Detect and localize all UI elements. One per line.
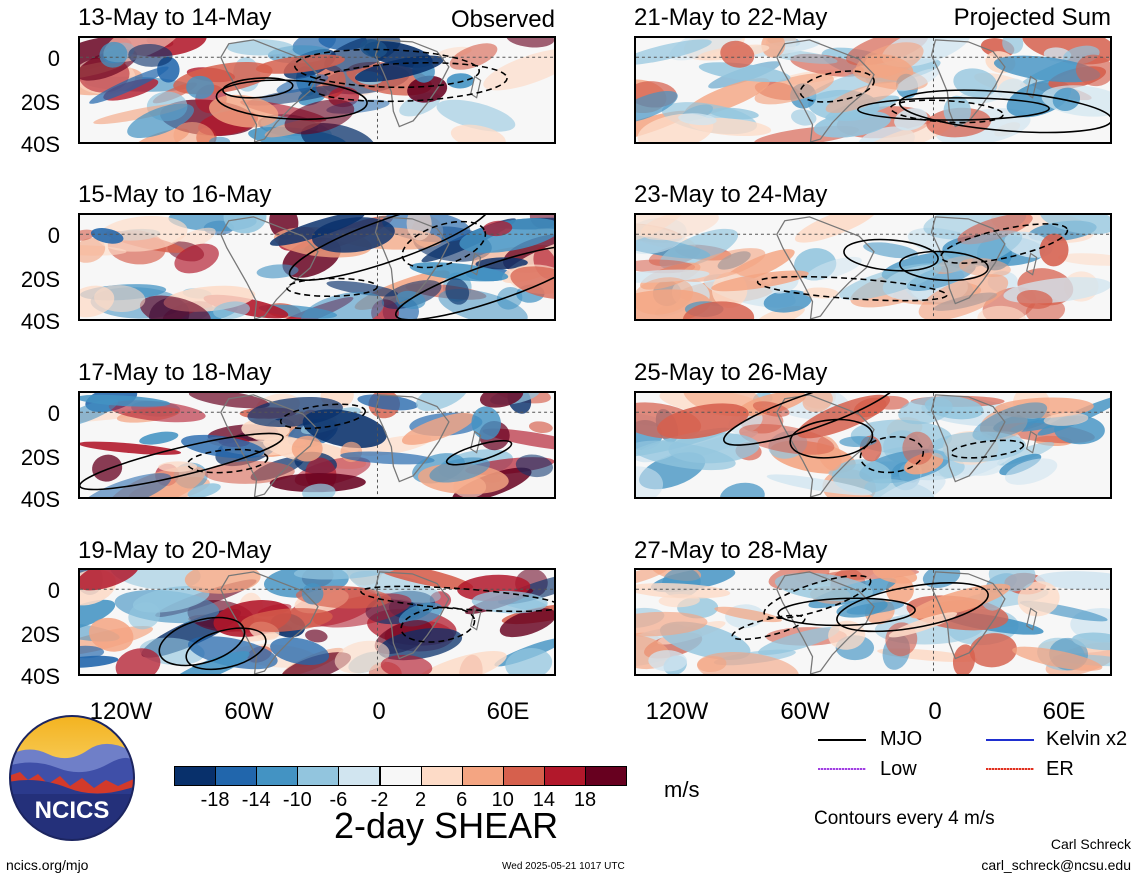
panel-title-8: 27-May to 28-May <box>634 537 828 564</box>
footer-author: Carl Schreck <box>1050 836 1131 852</box>
colorbar-cell <box>297 766 340 786</box>
map-panel <box>78 36 556 144</box>
map-panel <box>634 391 1112 499</box>
panel-title-3: 17-May to 18-May <box>78 359 272 386</box>
colorbar-cell <box>256 766 299 786</box>
lat-label-20s: 20S <box>20 267 60 292</box>
map-panel <box>78 213 556 321</box>
lon-label-120w: 120W <box>89 698 153 725</box>
logo-text: NCICS <box>35 797 110 824</box>
lon-label-60e: 60E <box>1042 698 1086 725</box>
footer-timestamp: Wed 2025-05-21 1017 UTC <box>502 861 625 872</box>
map-panel <box>78 568 556 676</box>
panel-title-7: 25-May to 26-May <box>634 359 828 386</box>
colorbar-cell <box>215 766 258 786</box>
colorbar-tick-label: 10 <box>491 789 514 811</box>
legend-label-kelvin: Kelvin x2 <box>1046 728 1128 750</box>
map-panel <box>634 568 1112 676</box>
lon-label-60e: 60E <box>486 698 530 725</box>
lon-label-120w: 120W <box>645 698 709 725</box>
panel-title-6: 23-May to 24-May <box>634 181 828 208</box>
legend-label-mjo: MJO <box>880 728 923 750</box>
legend-swatch-er <box>986 768 1034 770</box>
lat-label-40s: 40S <box>20 487 60 512</box>
colorbar-tick-label: 2 <box>415 789 427 811</box>
colorbar-cell <box>585 766 628 786</box>
footer-email[interactable]: carl_schreck@ncsu.edu <box>981 857 1131 873</box>
legend-label-low: Low <box>880 758 917 780</box>
lat-label-40s: 40S <box>20 132 60 157</box>
map-panel <box>634 213 1112 321</box>
ncics-logo: NCICS <box>8 714 136 842</box>
colorbar-title: 2-day SHEAR <box>334 805 559 846</box>
legend-swatch-kelvin <box>986 739 1034 741</box>
colorbar-tick-label: 6 <box>456 789 468 811</box>
colorbar-tick-label: -14 <box>241 789 271 811</box>
lon-label-0: 0 <box>372 698 386 725</box>
lat-label-0: 0 <box>47 223 60 248</box>
colorbar-units: m/s <box>664 777 700 802</box>
lat-label-40s: 40S <box>20 309 60 334</box>
lat-label-20s: 20S <box>20 445 60 470</box>
contour-note: Contours every 4 m/s <box>814 808 995 829</box>
legend-swatch-mjo <box>818 739 866 741</box>
map-panel <box>634 36 1112 144</box>
colorbar-tick-label: 14 <box>532 789 556 811</box>
legend-label-er: ER <box>1046 758 1074 780</box>
lat-label-0: 0 <box>47 401 60 426</box>
lat-label-0: 0 <box>47 578 60 603</box>
colorbar-cell <box>379 766 422 786</box>
lat-label-0: 0 <box>47 46 60 71</box>
lat-label-20s: 20S <box>20 622 60 647</box>
colorbar-cell <box>543 766 586 786</box>
colorbar-cell <box>338 766 381 786</box>
footer-url[interactable]: ncics.org/mjo <box>6 857 89 873</box>
colorbar-tick-label: -18 <box>200 789 230 811</box>
panel-title-1: 13-May to 14-May <box>78 4 272 31</box>
lon-label-0: 0 <box>928 698 942 725</box>
panel-title-5: 21-May to 22-May <box>634 4 828 31</box>
lon-label-60w: 60W <box>780 698 830 725</box>
legend-swatch-low <box>818 768 866 770</box>
colorbar-tick-label: -10 <box>282 789 312 811</box>
colorbar-tick-label: -6 <box>329 789 348 811</box>
colorbar-cell <box>461 766 504 786</box>
colorbar-tick-label: -2 <box>370 789 389 811</box>
lon-label-60w: 60W <box>224 698 274 725</box>
map-panel <box>78 391 556 499</box>
colorbar-cell <box>174 766 217 786</box>
colorbar-tick-label: 18 <box>573 789 597 811</box>
projected-sum-label: Projected Sum <box>953 4 1111 31</box>
panel-title-2: 15-May to 16-May <box>78 181 272 208</box>
lat-label-20s: 20S <box>20 90 60 115</box>
observed-label: Observed <box>450 6 555 33</box>
lat-label-40s: 40S <box>20 664 60 689</box>
colorbar-cell <box>420 766 463 786</box>
colorbar-cell <box>502 766 545 786</box>
panel-title-4: 19-May to 20-May <box>78 537 272 564</box>
